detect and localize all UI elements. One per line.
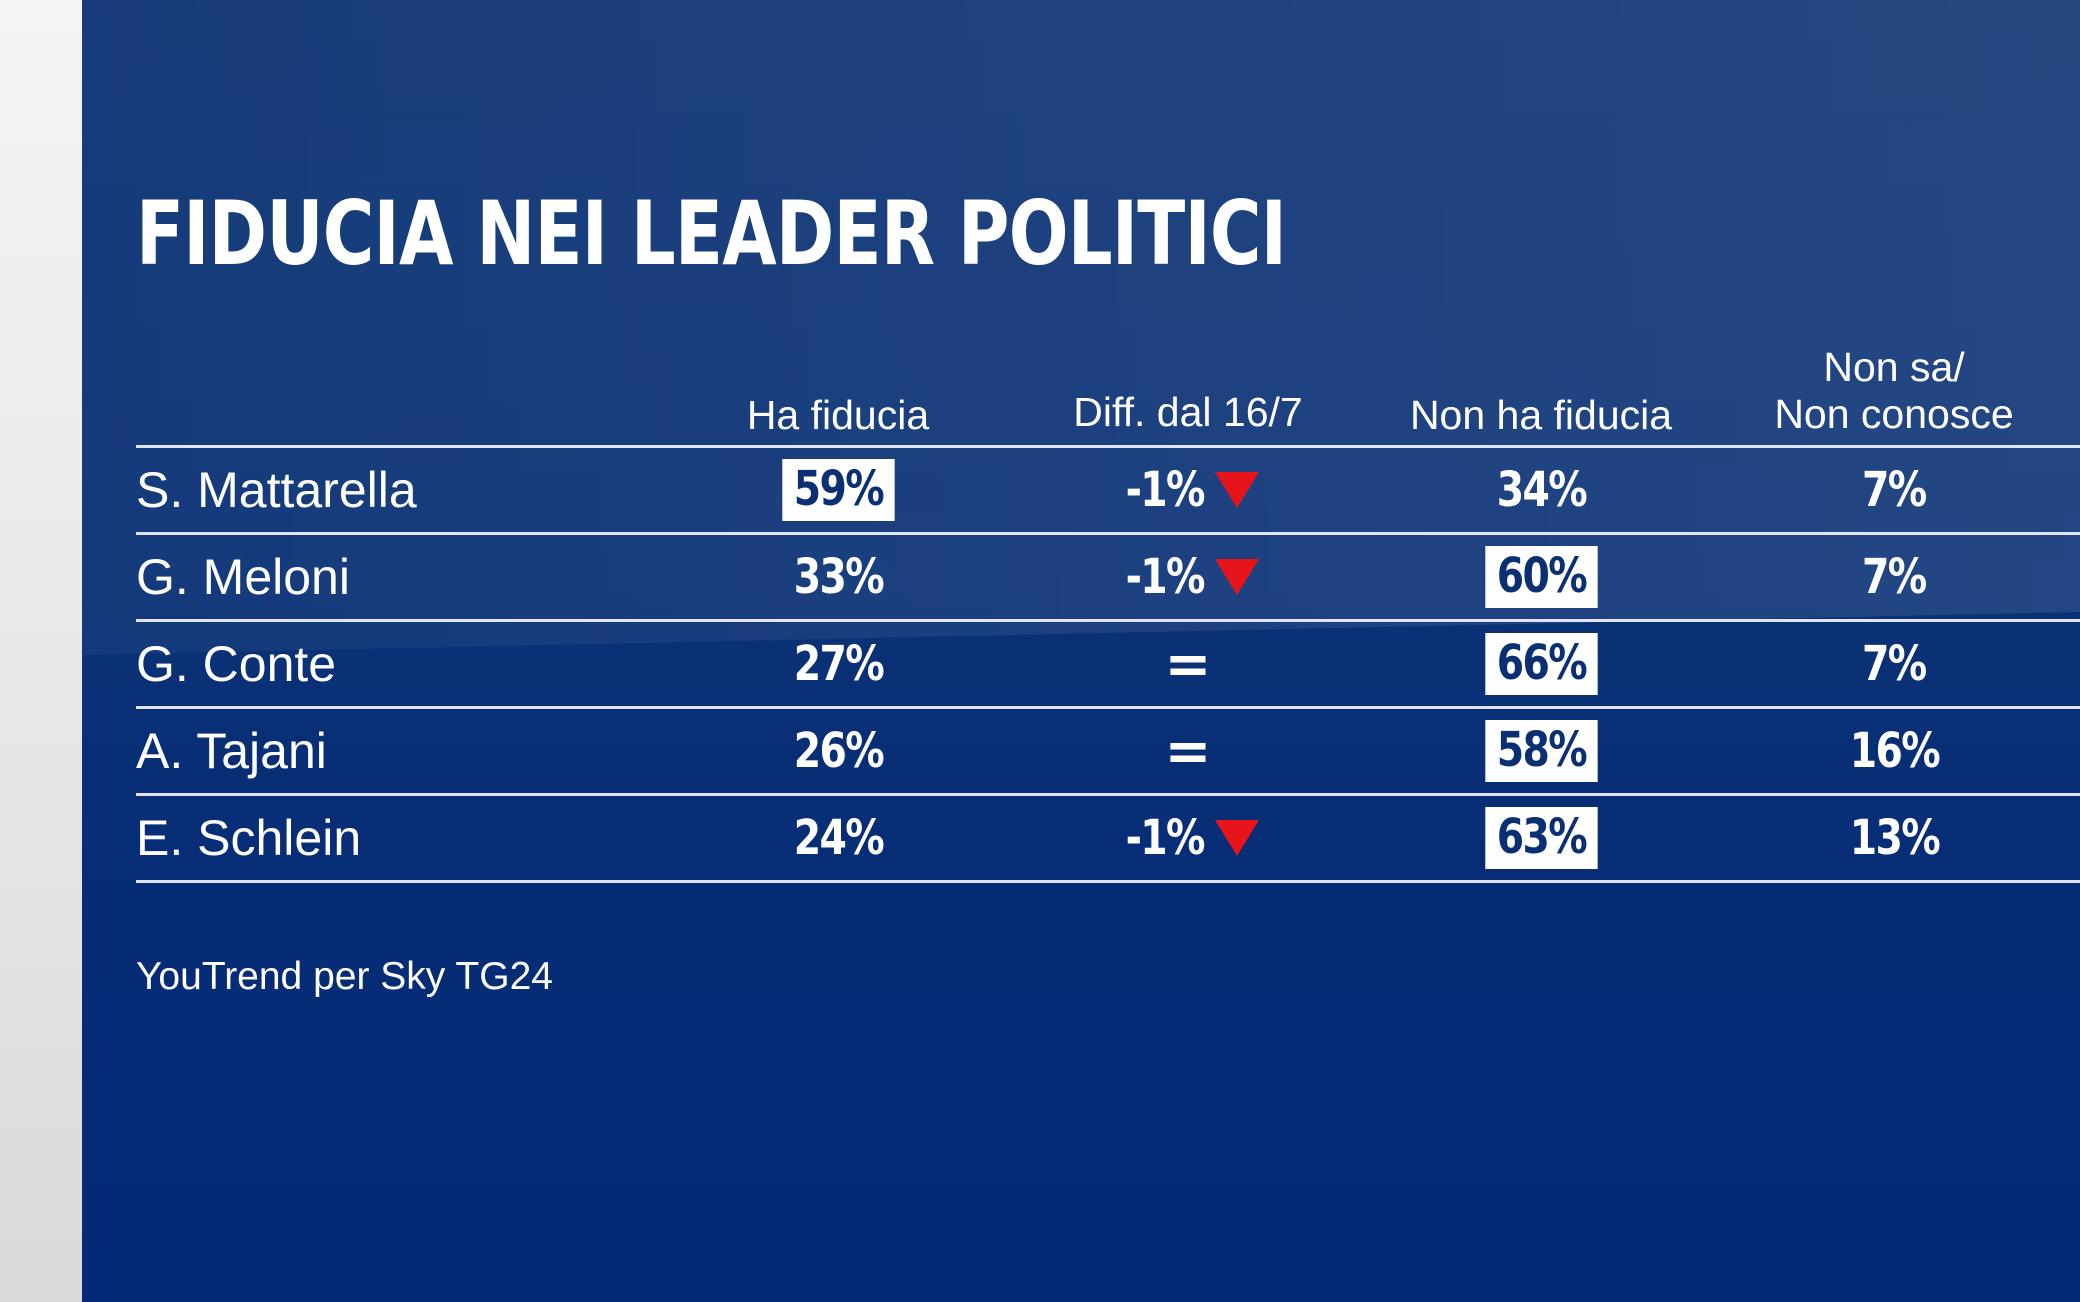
cell-non-sa: 7% — [1724, 447, 2064, 533]
header-ha-fiducia: Ha fiducia — [746, 392, 930, 438]
row-divider — [136, 532, 2080, 535]
cell-diff: -1% — [1018, 534, 1358, 620]
diff-value: -1% — [1125, 810, 1206, 866]
non-ha-fiducia-value: 58% — [1484, 720, 1598, 782]
cell-non-ha-fiducia: 66% — [1371, 621, 1711, 707]
ha-fiducia-value: 27% — [793, 636, 884, 692]
row-name: A. Tajani — [136, 723, 327, 779]
header-diff: Diff. dal 16/7 — [1073, 389, 1303, 435]
chart-panel: FIDUCIA NEI LEADER POLITICI Ha fiducia D… — [82, 0, 2080, 1302]
cell-ha-fiducia: 24% — [668, 795, 1008, 881]
cell-non-ha-fiducia: 58% — [1371, 708, 1711, 794]
header-non-sa-line2: Non conosce — [1774, 391, 2014, 437]
cell-non-ha-fiducia: 60% — [1371, 534, 1711, 620]
cell-non-sa: 13% — [1724, 795, 2064, 881]
header-non-ha-fiducia: Non ha fiducia — [1409, 392, 1673, 438]
non-ha-fiducia-value: 66% — [1484, 633, 1598, 695]
cell-ha-fiducia: 59% — [668, 447, 1008, 533]
row-divider — [136, 793, 2080, 796]
chart-title: FIDUCIA NEI LEADER POLITICI — [136, 182, 1287, 285]
row-name: S. Mattarella — [136, 462, 417, 518]
row-name: G. Conte — [136, 636, 337, 692]
down-arrow-icon — [1214, 559, 1259, 595]
non-ha-fiducia-value: 63% — [1484, 807, 1598, 869]
header-divider — [136, 445, 2080, 448]
down-arrow-icon — [1214, 820, 1259, 856]
cell-non-sa: 7% — [1724, 534, 2064, 620]
ha-fiducia-value: 26% — [793, 723, 884, 779]
non-sa-value: 7% — [1862, 549, 1927, 605]
ha-fiducia-value: 33% — [793, 549, 884, 605]
row-name: G. Meloni — [136, 549, 350, 605]
non-ha-fiducia-value: 34% — [1496, 462, 1587, 518]
non-sa-value: 7% — [1862, 462, 1927, 518]
source-note: YouTrend per Sky TG24 — [136, 955, 553, 998]
cell-diff: -1% — [1018, 795, 1358, 881]
non-sa-value: 13% — [1849, 810, 1940, 866]
diff-value: -1% — [1125, 462, 1206, 518]
diff-value: -1% — [1125, 549, 1206, 605]
cell-non-sa: 7% — [1724, 621, 2064, 707]
cell-diff: = — [1018, 708, 1358, 794]
equal-sign: = — [1164, 718, 1212, 784]
row-name: E. Schlein — [136, 810, 362, 866]
left-strip — [0, 0, 82, 1302]
equal-sign: = — [1164, 631, 1212, 697]
cell-non-ha-fiducia: 63% — [1371, 795, 1711, 881]
ha-fiducia-value: 59% — [781, 459, 895, 521]
non-sa-value: 16% — [1849, 723, 1940, 779]
non-sa-value: 7% — [1862, 636, 1927, 692]
cell-non-sa: 16% — [1724, 708, 2064, 794]
cell-ha-fiducia: 27% — [668, 621, 1008, 707]
row-divider — [136, 706, 2080, 709]
cell-ha-fiducia: 26% — [668, 708, 1008, 794]
row-divider — [136, 880, 2080, 883]
non-ha-fiducia-value: 60% — [1484, 546, 1598, 608]
cell-non-ha-fiducia: 34% — [1371, 447, 1711, 533]
header-non-sa: Non sa/ Non conosce — [1714, 344, 2074, 438]
cell-ha-fiducia: 33% — [668, 534, 1008, 620]
cell-diff: -1% — [1018, 447, 1358, 533]
row-divider — [136, 619, 2080, 622]
down-arrow-icon — [1214, 472, 1259, 508]
cell-diff: = — [1018, 621, 1358, 707]
header-non-sa-line1: Non sa/ — [1823, 344, 1965, 390]
ha-fiducia-value: 24% — [793, 810, 884, 866]
